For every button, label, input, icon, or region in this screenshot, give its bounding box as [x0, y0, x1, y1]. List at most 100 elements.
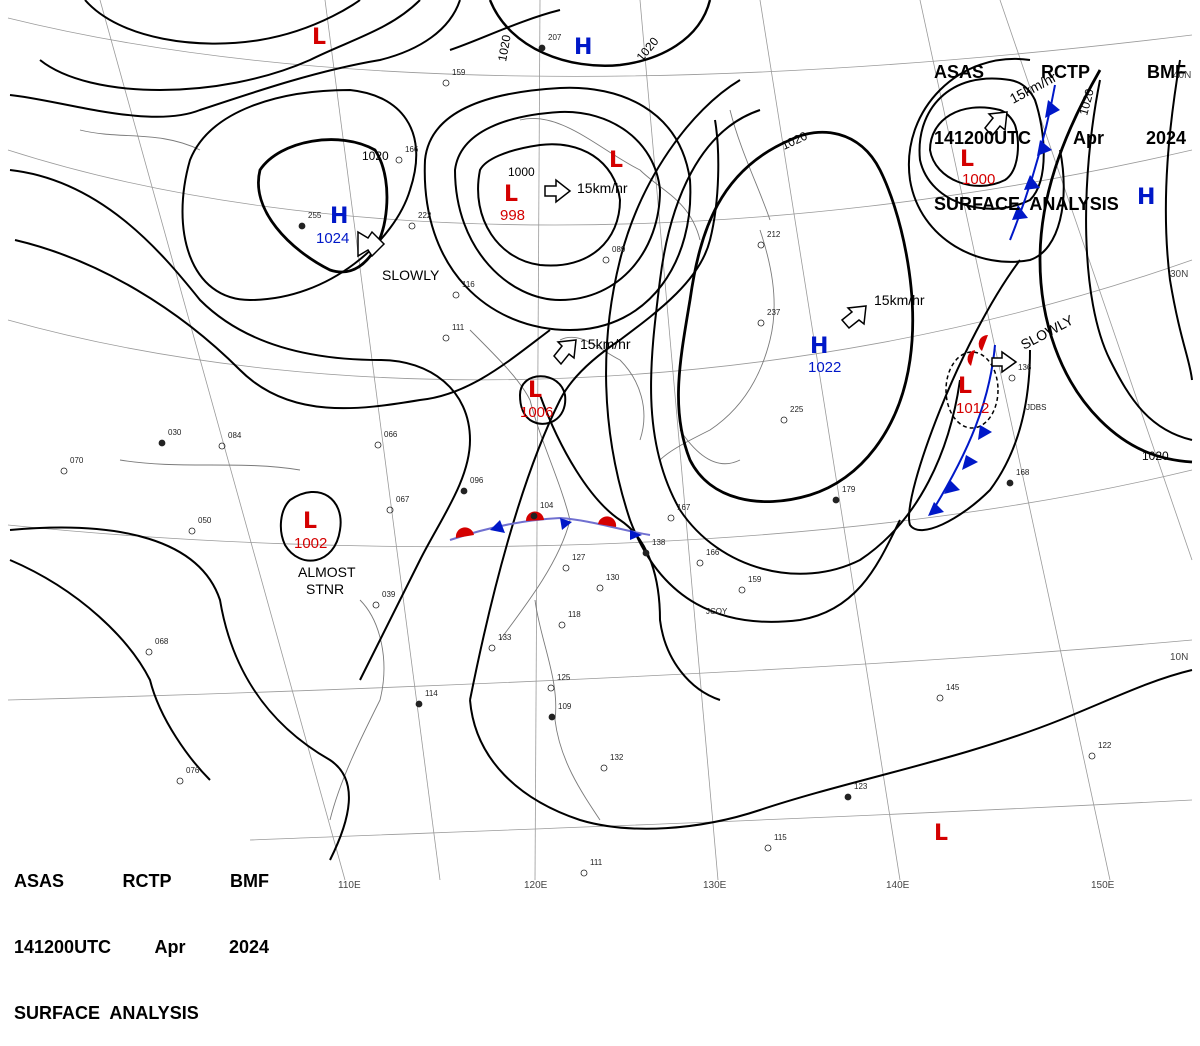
low-marker-1012: L — [958, 374, 972, 399]
isobar-label: 1000 — [508, 165, 535, 179]
station-pressure-value: 115 — [774, 833, 787, 842]
motion-arrow-1024 — [357, 230, 386, 258]
station-pressure-value: 168 — [1016, 468, 1030, 477]
station-pressure-value: 067 — [396, 495, 410, 504]
station-id-label: JDBS — [1026, 403, 1046, 412]
station-circle-icon — [832, 496, 840, 504]
station-pressure-value: 225 — [790, 405, 804, 414]
station-pressure-value: 237 — [767, 308, 781, 317]
header-agency: ASAS — [14, 871, 65, 891]
header-code: BMF — [1146, 62, 1186, 82]
header-agency: ASAS — [934, 62, 985, 82]
station-circle-icon — [158, 439, 166, 447]
station-pressure-value: 066 — [384, 430, 398, 439]
station-circle-icon — [757, 319, 765, 327]
low-marker-ne-of-998: L — [609, 148, 623, 173]
station-circle-icon — [60, 467, 68, 475]
low-value-1002: 1002 — [294, 535, 327, 552]
station-pressure-value: 068 — [155, 637, 169, 646]
low-value-1006: 1006 — [520, 404, 553, 421]
header-line-1: ASAS RCTP BMF — [14, 870, 269, 892]
station-circle-icon — [488, 644, 496, 652]
lat-label-10n: 10N — [1170, 652, 1188, 663]
station-circle-icon — [764, 844, 772, 852]
header-line-1: ASAS RCTP BMF — [934, 61, 1186, 83]
station-pressure-value: 109 — [558, 702, 572, 711]
station-pressure-value: 050 — [198, 516, 212, 525]
station-pressure-value: 118 — [568, 610, 581, 619]
station-pressure-value: 070 — [70, 456, 84, 465]
station-pressure-value: 096 — [470, 476, 484, 485]
station-circle-icon — [1008, 374, 1016, 382]
header-time: 141200UTC — [14, 937, 112, 957]
isobar-label: 1020 — [362, 149, 389, 163]
motion-arrow-1022 — [840, 305, 867, 330]
lat-label-30n: 30N — [1170, 269, 1188, 280]
header-year: 2024 — [228, 937, 269, 957]
lon-label-110e: 110E — [338, 880, 361, 891]
station-pressure-value: 039 — [382, 590, 396, 599]
header-month: Apr — [154, 937, 186, 957]
station-circle-icon — [602, 256, 610, 264]
station-circle-icon — [562, 564, 570, 572]
station-circle-icon — [176, 777, 184, 785]
station-pressure-value: 222 — [418, 211, 432, 220]
header-line-2: 141200UTC Apr 2024 — [934, 127, 1186, 149]
isobar-label: 1020 — [1142, 449, 1169, 463]
low-marker-south: L — [934, 821, 948, 846]
station-circle-icon — [738, 586, 746, 594]
high-marker-north: H — [574, 35, 592, 60]
station-circle-icon — [452, 291, 460, 299]
axis-labels: 110E 120E 130E 140E 150E 40N 30N 10N — [338, 70, 1191, 891]
station-pressure-value: 111 — [452, 323, 465, 332]
station-circle-icon — [1088, 752, 1096, 760]
low-marker-1002: L — [303, 509, 317, 534]
header-station: RCTP — [122, 871, 172, 891]
low-marker-1000: L — [960, 147, 974, 172]
station-pressure-value: 207 — [548, 33, 562, 42]
lon-label-130e: 130E — [703, 880, 727, 891]
station-circle-icon — [667, 514, 675, 522]
lat-label-40n: 40N — [1173, 70, 1191, 81]
low-marker-nw: L — [312, 25, 326, 50]
high-value-1024: 1024 — [316, 230, 349, 247]
station-circle-icon — [530, 512, 538, 520]
station-circle-icon — [936, 694, 944, 702]
station-circle-icon — [374, 441, 382, 449]
motion-arrow-1006 — [553, 339, 577, 366]
low-marker-1006: L — [528, 378, 542, 403]
station-pressure-value: 084 — [228, 431, 242, 440]
low-value-998: 998 — [500, 207, 525, 224]
station-pressure-value: 125 — [557, 673, 571, 682]
station-pressure-value: 122 — [1098, 741, 1112, 750]
station-pressure-value: 136 — [1018, 363, 1032, 372]
station-circle-icon — [558, 621, 566, 629]
motion-label-1006: 15km/hr — [580, 336, 631, 352]
station-circle-icon — [547, 684, 555, 692]
station-circle-icon — [538, 44, 546, 52]
station-pressure-value: 166 — [405, 145, 419, 154]
isobar-labels: 1020 1020 1020 1000 1020 1020 1020 — [362, 33, 1169, 463]
motion-label-1022: 15km/hr — [874, 292, 925, 308]
isobar-label: 1020 — [495, 33, 513, 62]
motion-label-slowly-1024: SLOWLY — [382, 267, 440, 283]
station-circle-icon — [442, 334, 450, 342]
station-pressure-value: 089 — [612, 245, 626, 254]
lon-label-150e: 150E — [1091, 880, 1115, 891]
station-circle-icon — [395, 156, 403, 164]
station-pressure-value: 116 — [462, 280, 475, 289]
station-id-label: JCOY — [706, 607, 728, 616]
station-pressure-value: 166 — [706, 548, 720, 557]
station-pressure-value: 159 — [748, 575, 762, 584]
station-plots: 207 159 166 222 255 116 111 089 096 084 066 067 104 1… — [60, 33, 1112, 877]
station-pressure-value: 255 — [308, 211, 322, 220]
high-marker-1024: H — [330, 204, 348, 229]
lon-label-140e: 140E — [886, 880, 910, 891]
station-pressure-value: 076 — [186, 766, 200, 775]
station-pressure-value: 167 — [677, 503, 691, 512]
station-pressure-value: 159 — [452, 68, 466, 77]
station-circle-icon — [696, 559, 704, 567]
chart-header-top-right: ASAS RCTP BMF 141200UTC Apr 2024 SURFACE… — [934, 17, 1186, 237]
station-circle-icon — [442, 79, 450, 87]
